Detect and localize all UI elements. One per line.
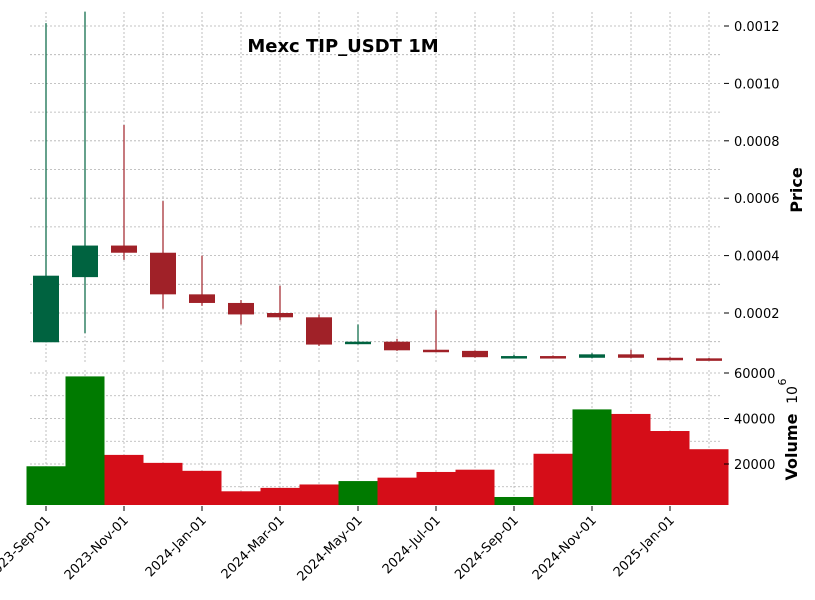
volume-bar bbox=[182, 470, 222, 505]
candle-body bbox=[33, 275, 59, 343]
volume-bar bbox=[65, 376, 105, 505]
price-tick-label: 0.0012 bbox=[734, 20, 780, 35]
price-tick-label: 0.0002 bbox=[734, 307, 780, 322]
x-ticks: 2023-Sep-01 2023-Nov-01 2024-Jan-01 2024-Ma… bbox=[0, 506, 678, 584]
candle-body bbox=[150, 252, 176, 295]
candle-body bbox=[111, 245, 137, 253]
candle-body bbox=[189, 294, 215, 303]
volume-bar bbox=[572, 409, 612, 505]
volume-tick-label: 40000 bbox=[734, 413, 775, 428]
candle-body bbox=[306, 317, 332, 345]
volume-bar bbox=[104, 454, 144, 505]
price-tick-label: 0.0008 bbox=[734, 135, 780, 150]
price-candles bbox=[33, 11, 722, 361]
price-axis-label: Price bbox=[787, 167, 806, 213]
candle-body bbox=[462, 350, 488, 358]
volume-bar bbox=[338, 481, 378, 505]
volume-bar bbox=[533, 453, 573, 505]
candle-body bbox=[618, 354, 644, 358]
price-tick-label: 0.0010 bbox=[734, 77, 780, 92]
volume-tick-label: 20000 bbox=[734, 458, 775, 473]
candle-body bbox=[540, 356, 566, 359]
x-tick-label: 2024-Mar-01 bbox=[219, 513, 288, 582]
volume-tick-label: 60000 bbox=[734, 367, 775, 382]
price-tick-label: 0.0004 bbox=[734, 250, 780, 265]
candle-body bbox=[345, 341, 371, 345]
volume-axis-label: Volume bbox=[782, 413, 801, 480]
volume-bar bbox=[377, 477, 417, 505]
candle-body bbox=[696, 358, 722, 361]
candle-body bbox=[72, 245, 98, 278]
x-tick-label: 2024-Nov-01 bbox=[530, 513, 600, 583]
volume-bar bbox=[26, 466, 66, 505]
volume-bar bbox=[494, 496, 534, 505]
volume-bar bbox=[416, 471, 456, 505]
chart-title: Mexc TIP_USDT 1M bbox=[247, 36, 438, 57]
x-tick-label: 2024-Jul-01 bbox=[380, 513, 444, 577]
x-tick-label: 2024-Jan-01 bbox=[143, 513, 210, 580]
volume-bar bbox=[455, 469, 495, 505]
x-tick-label: 2023-Sep-01 bbox=[0, 513, 54, 583]
x-tick-label: 2023-Nov-01 bbox=[62, 513, 132, 583]
volume-bar bbox=[143, 462, 183, 505]
volume-y-ticks: 20000 40000 60000 bbox=[724, 367, 775, 473]
volume-bar bbox=[260, 487, 300, 505]
x-tick-label: 2024-Sep-01 bbox=[452, 513, 522, 583]
candle-body bbox=[579, 354, 605, 358]
volume-bar bbox=[611, 413, 651, 505]
volume-bar bbox=[650, 431, 690, 505]
volume-bar bbox=[299, 484, 339, 505]
x-tick-label: 2025-Jan-01 bbox=[611, 513, 678, 580]
candle-body bbox=[423, 349, 449, 353]
candle-body bbox=[228, 302, 254, 315]
candle-body bbox=[267, 313, 293, 318]
volume-axis-exponent: 6 bbox=[776, 379, 789, 386]
price-grid bbox=[30, 12, 722, 362]
candle-body bbox=[657, 357, 683, 361]
volume-axis-exponent-base: 10 bbox=[785, 386, 801, 404]
volume-bar bbox=[221, 491, 261, 505]
candle-body bbox=[384, 341, 410, 351]
x-tick-label: 2024-May-01 bbox=[295, 513, 366, 584]
price-y-ticks: 0.0002 0.0004 0.0006 0.0008 0.0010 0.0012 bbox=[724, 20, 780, 322]
volume-bars bbox=[26, 376, 729, 505]
candle-body bbox=[501, 356, 527, 359]
price-tick-label: 0.0006 bbox=[734, 192, 780, 207]
volume-bar bbox=[689, 449, 729, 505]
